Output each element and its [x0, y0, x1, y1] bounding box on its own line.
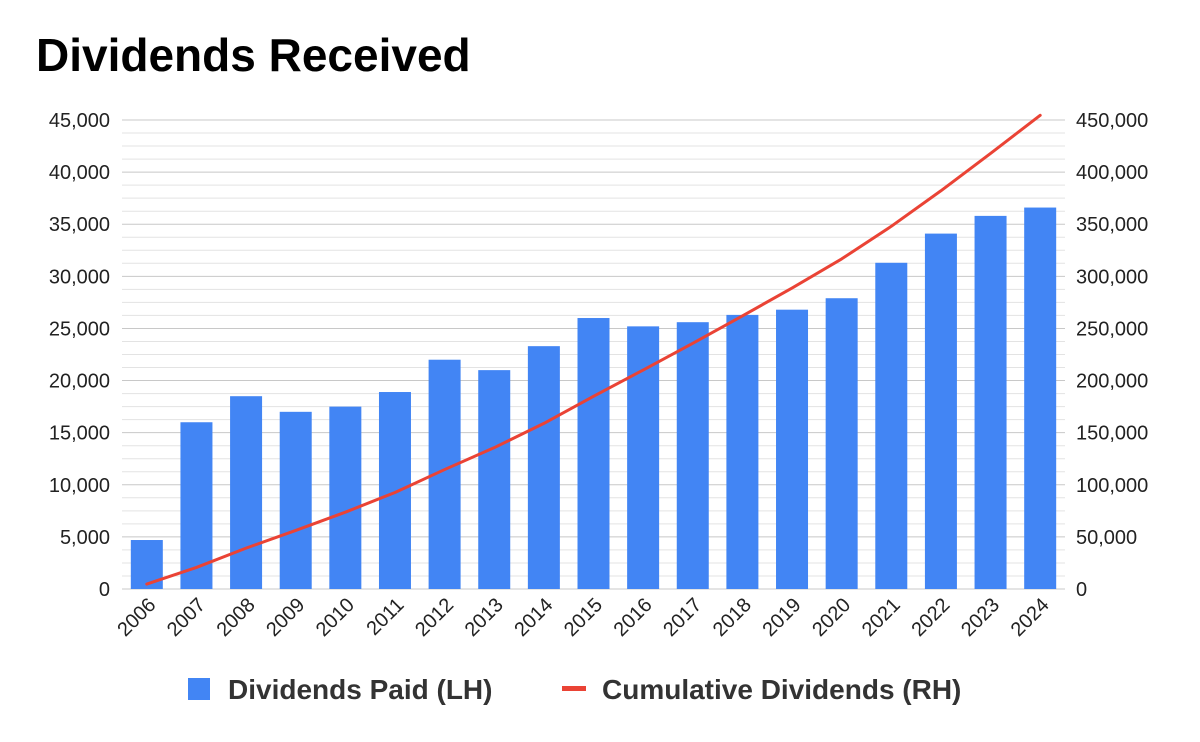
bar-2016 — [627, 326, 660, 589]
x-tick-label: 2008 — [213, 594, 260, 641]
x-axis: 2006 2007 2008 2009 2010 2011 2012 2013 2014 2015… — [113, 594, 1053, 641]
left-tick-label: 0 — [99, 579, 110, 601]
left-tick-label: 15,000 — [49, 423, 110, 445]
left-tick-label: 25,000 — [49, 318, 110, 340]
x-tick-label: 2021 — [858, 594, 905, 641]
x-tick-label: 2020 — [808, 594, 855, 641]
right-tick-label: 200,000 — [1076, 371, 1148, 393]
left-tick-label: 5,000 — [60, 527, 110, 549]
left-tick-label: 20,000 — [49, 371, 110, 393]
line-series — [145, 113, 1042, 586]
bar-2007 — [180, 422, 213, 589]
bar-2015 — [577, 318, 610, 589]
x-tick-label: 2023 — [957, 594, 1004, 641]
bar-2013 — [478, 370, 511, 589]
x-tick-label: 2016 — [610, 594, 657, 641]
legend: Dividends Paid (LH) Cumulative Dividends… — [188, 674, 961, 705]
right-tick-label: 150,000 — [1076, 423, 1148, 445]
right-tick-label: 50,000 — [1076, 527, 1137, 549]
x-tick-label: 2015 — [560, 594, 607, 641]
bar-2014 — [527, 346, 560, 589]
x-tick-label: 2013 — [461, 594, 508, 641]
right-axis: 0 50,000 100,000 150,000 200,000 250,000 300,0… — [1076, 110, 1148, 601]
x-tick-label: 2019 — [759, 594, 806, 641]
bar-2021 — [875, 262, 908, 589]
bar-2023 — [974, 215, 1007, 589]
left-tick-label: 30,000 — [49, 266, 110, 288]
bar-2018 — [726, 314, 759, 589]
x-tick-label: 2012 — [411, 594, 458, 641]
right-tick-label: 250,000 — [1076, 318, 1148, 340]
legend-line-swatch — [562, 686, 586, 691]
legend-bar-swatch — [188, 678, 210, 700]
x-tick-label: 2009 — [262, 594, 309, 641]
bar-2020 — [825, 298, 858, 589]
bar-2024 — [1024, 207, 1057, 589]
bar-2017 — [676, 322, 709, 589]
bar-2011 — [378, 392, 411, 589]
right-tick-label: 100,000 — [1076, 475, 1148, 497]
right-tick-label: 450,000 — [1076, 110, 1148, 132]
right-tick-label: 350,000 — [1076, 214, 1148, 236]
x-tick-label: 2017 — [659, 594, 706, 641]
x-tick-label: 2024 — [1007, 594, 1054, 641]
bar-2022 — [924, 233, 957, 589]
x-tick-label: 2022 — [907, 594, 954, 641]
x-tick-label: 2010 — [312, 594, 359, 641]
bar-2010 — [329, 406, 362, 589]
left-tick-label: 35,000 — [49, 214, 110, 236]
left-tick-label: 40,000 — [49, 162, 110, 184]
x-tick-label: 2018 — [709, 594, 756, 641]
bar-2019 — [776, 309, 809, 589]
legend-bar-label: Dividends Paid (LH) — [228, 674, 492, 705]
left-tick-label: 10,000 — [49, 475, 110, 497]
bar-2008 — [230, 396, 263, 589]
right-tick-label: 300,000 — [1076, 266, 1148, 288]
bar-series — [130, 207, 1057, 589]
bar-2009 — [279, 411, 312, 589]
left-tick-label: 45,000 — [49, 110, 110, 132]
right-tick-label: 400,000 — [1076, 162, 1148, 184]
left-axis: 0 5,000 10,000 15,000 20,000 25,000 30,000 35,0… — [49, 110, 110, 601]
x-tick-label: 2011 — [363, 594, 409, 640]
right-tick-label: 0 — [1076, 579, 1087, 601]
x-tick-label: 2014 — [510, 594, 557, 641]
chart-title: Dividends Received — [36, 29, 471, 81]
x-tick-label: 2007 — [163, 594, 210, 641]
x-tick-label: 2006 — [113, 594, 160, 641]
legend-line-label: Cumulative Dividends (RH) — [602, 674, 961, 705]
